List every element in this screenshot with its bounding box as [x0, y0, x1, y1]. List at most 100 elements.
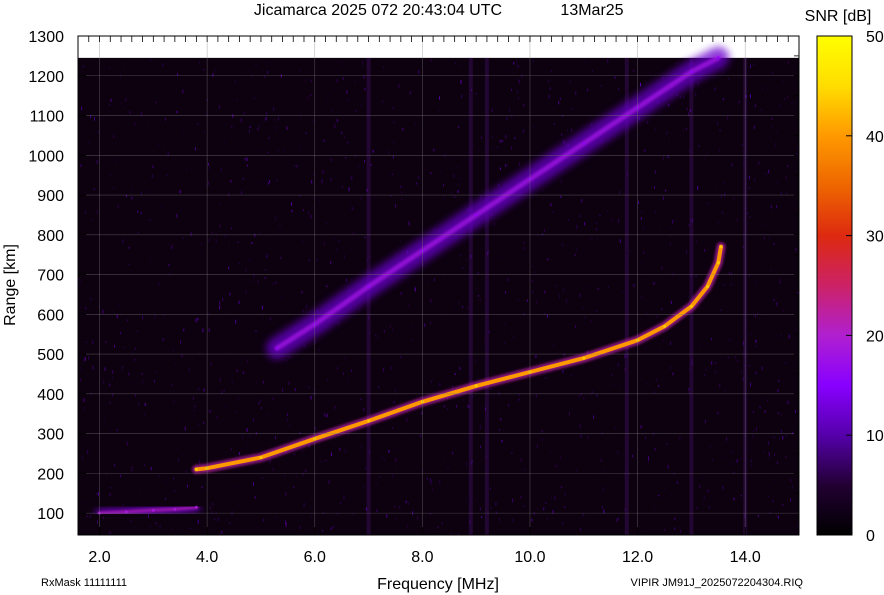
noise-speck — [203, 422, 204, 424]
noise-speck — [523, 247, 525, 250]
noise-speck — [772, 71, 774, 74]
noise-speck — [771, 117, 773, 120]
noise-speck — [395, 204, 397, 208]
y-tick-label: 1000 — [28, 148, 64, 165]
noise-speck — [743, 245, 745, 249]
noise-speck — [149, 219, 151, 221]
noise-speck — [360, 104, 362, 107]
noise-speck — [235, 411, 237, 413]
noise-speck — [460, 64, 462, 66]
interference-band — [624, 57, 629, 535]
noise-speck — [537, 507, 539, 510]
noise-speck — [514, 246, 516, 250]
noise-speck — [203, 130, 205, 133]
noise-speck — [288, 381, 290, 385]
y-tick-label: 100 — [37, 506, 64, 523]
colorbar-tick-label: 30 — [866, 229, 884, 246]
noise-speck — [764, 236, 765, 240]
noise-speck — [438, 108, 440, 111]
noise-speck — [733, 196, 735, 200]
noise-speck — [773, 243, 775, 245]
noise-speck — [439, 170, 441, 174]
noise-speck — [673, 473, 675, 475]
noise-speck — [792, 485, 793, 489]
noise-speck — [336, 249, 338, 251]
noise-speck — [88, 141, 90, 145]
noise-speck — [230, 180, 232, 183]
noise-speck — [782, 436, 784, 440]
noise-speck — [728, 77, 730, 81]
y-axis: 100 200 300 400 500 600 700 800 900 1000 1100 1200 1… — [28, 29, 86, 523]
noise-speck — [340, 502, 342, 505]
noise-speck — [607, 315, 609, 317]
noise-speck — [378, 385, 380, 389]
noise-speck — [180, 453, 182, 456]
noise-speck — [181, 354, 183, 358]
noise-speck — [672, 219, 674, 224]
noise-speck — [260, 407, 262, 410]
noise-speck — [84, 211, 86, 214]
noise-speck — [508, 108, 510, 112]
noise-speck — [491, 135, 493, 138]
noise-speck — [346, 99, 348, 102]
noise-speck — [536, 444, 538, 448]
noise-speck — [207, 163, 209, 166]
noise-speck — [418, 158, 420, 162]
noise-speck — [678, 504, 680, 506]
noise-speck — [551, 70, 553, 72]
noise-speck — [351, 369, 353, 372]
noise-speck — [707, 201, 709, 205]
noise-speck — [119, 468, 121, 471]
noise-speck — [564, 506, 566, 509]
noise-speck — [791, 269, 793, 273]
noise-speck — [299, 525, 301, 530]
noise-speck — [109, 493, 111, 496]
noise-speck — [346, 90, 348, 94]
noise-speck — [447, 466, 449, 468]
noise-speck — [360, 196, 362, 200]
noise-speck — [238, 452, 240, 455]
noise-speck — [662, 156, 664, 160]
noise-speck — [460, 80, 462, 84]
noise-speck — [289, 425, 291, 427]
noise-speck — [704, 374, 706, 376]
noise-speck — [424, 456, 426, 459]
noise-speck — [285, 522, 287, 527]
noise-speck — [506, 116, 508, 121]
noise-speck — [114, 463, 116, 467]
noise-speck — [93, 188, 95, 191]
noise-speck — [173, 477, 175, 480]
noise-speck — [286, 393, 288, 395]
noise-speck — [663, 339, 665, 342]
noise-speck — [683, 96, 685, 99]
noise-speck — [443, 184, 444, 187]
noise-speck — [362, 362, 364, 364]
noise-speck — [486, 251, 488, 256]
noise-speck — [587, 435, 589, 440]
noise-speck — [81, 106, 83, 111]
noise-speck — [173, 400, 175, 404]
trace-point — [367, 419, 371, 423]
noise-speck — [444, 459, 446, 463]
trace-point — [151, 508, 155, 512]
noise-speck — [704, 156, 706, 160]
noise-speck — [242, 78, 244, 80]
noise-speck — [402, 127, 404, 131]
noise-speck — [434, 278, 435, 281]
noise-speck — [336, 119, 338, 122]
noise-speck — [472, 395, 474, 398]
noise-speck — [757, 514, 759, 517]
noise-speck — [408, 304, 410, 307]
trace-point — [173, 507, 177, 511]
noise-speck — [176, 213, 178, 218]
noise-speck — [755, 371, 757, 374]
noise-speck — [667, 155, 669, 159]
noise-speck — [140, 192, 142, 195]
noise-speck — [105, 529, 107, 531]
rxmask-label: RxMask 11111111 — [41, 577, 127, 589]
noise-speck — [672, 372, 674, 376]
noise-speck — [278, 149, 279, 153]
noise-speck — [471, 460, 473, 463]
noise-speck — [364, 160, 366, 163]
noise-speck — [601, 221, 603, 223]
